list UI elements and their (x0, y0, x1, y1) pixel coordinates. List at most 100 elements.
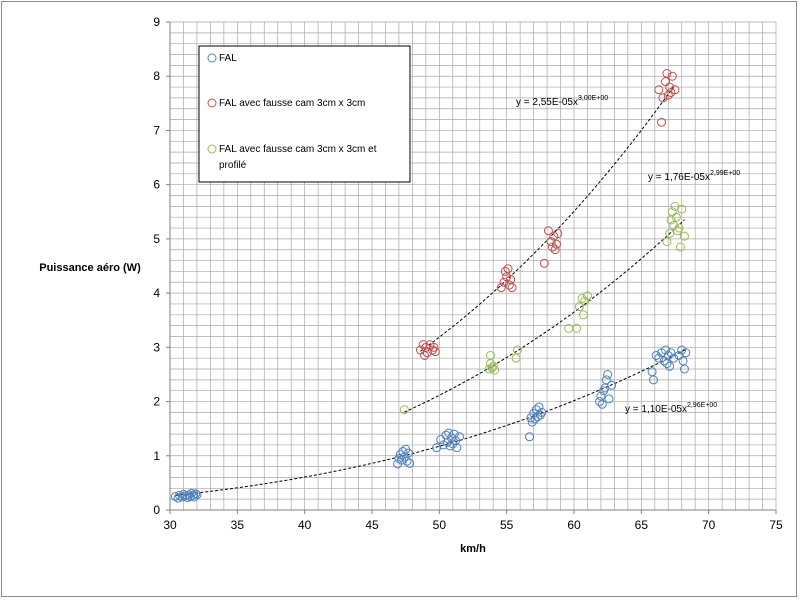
data-point (661, 345, 671, 355)
data-point (578, 310, 588, 320)
trendline (420, 84, 676, 352)
y-tick-label: 3 (153, 340, 160, 354)
data-point (572, 323, 582, 333)
data-point (398, 446, 408, 456)
data-point (551, 239, 561, 249)
data-point (662, 69, 672, 79)
data-point (527, 417, 537, 427)
data-point (582, 291, 592, 301)
legend-marker (207, 98, 217, 108)
x-tick-label: 75 (769, 518, 783, 532)
trendline-equation: y = 1,76E-05x2,99E+00 (648, 170, 740, 183)
data-point (669, 353, 679, 363)
x-tick-label: 45 (365, 518, 379, 532)
legend-label: profilé (219, 160, 247, 171)
trendline-equation: y = 2,55E-05x3,00E+00 (516, 95, 608, 108)
data-point (543, 226, 553, 236)
trendline-equations: y = 1,10E-05x2,96E+00 y = 2,55E-05x3,00E+… (516, 95, 740, 415)
data-point (507, 283, 517, 293)
data-point (577, 294, 587, 304)
x-tick-label: 55 (500, 518, 514, 532)
trendline-equation: y = 1,10E-05x2,96E+00 (625, 402, 717, 415)
data-points (170, 69, 691, 503)
data-point (654, 85, 664, 95)
data-point (677, 204, 687, 214)
data-point (444, 428, 454, 438)
data-point (525, 432, 535, 442)
data-point (681, 348, 691, 358)
data-point (651, 350, 661, 360)
x-tick-label: 40 (298, 518, 312, 532)
data-point (679, 364, 689, 374)
data-point (674, 223, 684, 233)
data-point (665, 82, 675, 92)
data-point (539, 258, 549, 268)
x-axis-label: km/h (460, 543, 486, 555)
data-point (170, 491, 180, 501)
x-tick-label: 30 (163, 518, 177, 532)
data-point (397, 455, 407, 465)
data-point (654, 353, 664, 363)
data-point (191, 489, 201, 499)
data-point (667, 71, 677, 81)
data-point (663, 350, 673, 360)
data-point (595, 397, 605, 407)
trendline (175, 349, 686, 496)
data-point (486, 350, 496, 360)
data-point (546, 237, 556, 247)
y-tick-label: 4 (153, 286, 160, 300)
data-point (607, 380, 617, 390)
data-point (675, 242, 685, 252)
y-tick-label: 7 (153, 123, 160, 137)
trendlines (175, 84, 686, 496)
y-tick-label: 9 (153, 15, 160, 29)
trendline (404, 219, 685, 413)
data-point (662, 237, 672, 247)
data-point (657, 117, 667, 127)
legend-label: FAL avec fausse cam 3cm x 3cm (219, 98, 365, 109)
data-point (405, 458, 415, 468)
legend-marker (207, 144, 217, 154)
y-axis-label: Puissance aéro (W) (39, 262, 141, 274)
data-point (429, 342, 439, 352)
data-point (580, 296, 590, 306)
data-point (665, 228, 675, 238)
data-point (496, 283, 506, 293)
data-point (504, 280, 514, 290)
data-point (603, 369, 613, 379)
data-point (503, 264, 513, 274)
data-point (658, 93, 668, 103)
data-point (192, 490, 202, 500)
legend-label: FAL avec fausse cam 3cm x 3cm et (219, 144, 377, 155)
data-point (604, 394, 614, 404)
x-tick-label: 70 (702, 518, 716, 532)
data-point (512, 345, 522, 355)
y-tick-label: 8 (153, 69, 160, 83)
data-point (574, 302, 584, 312)
data-point (430, 347, 440, 357)
data-point (403, 448, 413, 458)
data-point (188, 490, 198, 500)
y-tick-label: 5 (153, 232, 160, 246)
data-point (418, 340, 428, 350)
data-point (500, 266, 510, 276)
data-point (526, 413, 536, 423)
data-point (452, 443, 462, 453)
legend: FAL FAL avec fausse cam 3cm x 3cm FAL avec… (198, 45, 411, 183)
data-point (666, 348, 676, 358)
data-point (597, 399, 607, 409)
legend-box (198, 45, 411, 183)
data-point (601, 375, 611, 385)
data-point (455, 432, 465, 442)
x-tick-label: 50 (433, 518, 447, 532)
data-point (679, 231, 689, 241)
data-point (488, 361, 498, 371)
data-point (671, 212, 681, 222)
legend-label: FAL (219, 53, 237, 64)
y-tick-label: 2 (153, 395, 160, 409)
data-point (487, 363, 497, 373)
data-point (550, 245, 560, 255)
y-tick-label: 0 (153, 503, 160, 517)
